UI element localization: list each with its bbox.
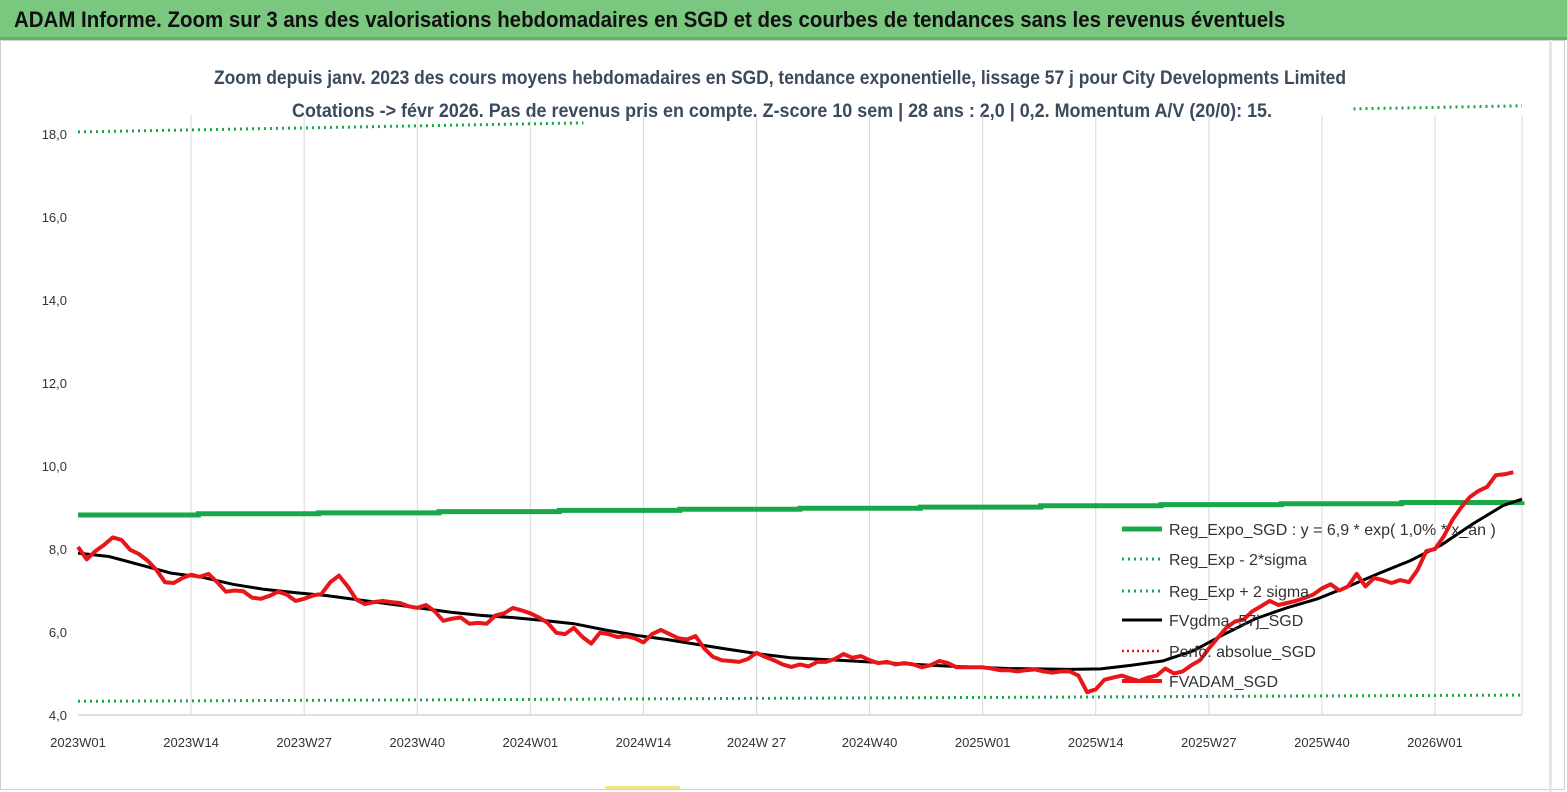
chart-subtitle: Cotations -> févr 2026. Pas de revenus p… [292,101,1272,122]
x-tick-label: 2026W01 [1407,735,1463,750]
legend-label: Reg_Exp + 2 sigma [1169,584,1309,601]
legend-label: FVgdma_57j_SGD [1169,613,1303,630]
series-reg-exp-plus-2sigma [1353,104,1523,111]
y-tick-label: 8,0 [49,542,67,557]
x-tick-label: 2025W40 [1294,735,1350,750]
chart-title: Zoom depuis janv. 2023 des cours moyens … [214,68,1346,89]
series-reg-exp-plus-2sigma [77,121,584,134]
series-fvadam-price [76,470,1514,695]
y-tick-label: 6,0 [49,625,67,640]
x-tick-label: 2023W14 [163,735,219,750]
x-tick-label: 2023W40 [389,735,445,750]
x-tick-label: 2023W01 [50,735,106,750]
y-tick-label: 18,0 [42,127,67,142]
report-banner: ADAM Informe. Zoom sur 3 ans des valoris… [0,0,1567,40]
x-tick-label: 2024W40 [842,735,898,750]
legend-label: Reg_Exp - 2*sigma [1169,552,1307,569]
x-tick-label: 2025W27 [1181,735,1237,750]
x-tick-label: 2024W01 [503,735,559,750]
y-tick-label: 10,0 [42,459,67,474]
x-tick-label: 2025W14 [1068,735,1124,750]
legend-label: Reg_Expo_SGD : y = 6,9 * exp( 1,0% * x_a… [1169,522,1496,539]
right-edge-accent [1549,40,1552,792]
series-reg-expo-trend [78,500,1525,518]
x-tick-label: 2024W 27 [727,735,786,750]
report-title: ADAM Informe. Zoom sur 3 ans des valoris… [14,7,1286,32]
x-tick-label: 2025W01 [955,735,1011,750]
x-tick-label: 2023W27 [276,735,332,750]
y-tick-label: 4,0 [49,708,67,723]
x-tick-label: 2024W14 [616,735,672,750]
legend-label: FVADAM_SGD [1169,674,1278,691]
y-tick-label: 14,0 [42,293,67,308]
y-tick-label: 16,0 [42,210,67,225]
legend-label: Perfo. absolue_SGD [1169,644,1316,661]
series-reg-exp-minus-2sigma [77,693,1523,703]
bottom-accent-mark [605,786,680,789]
y-tick-label: 12,0 [42,376,67,391]
